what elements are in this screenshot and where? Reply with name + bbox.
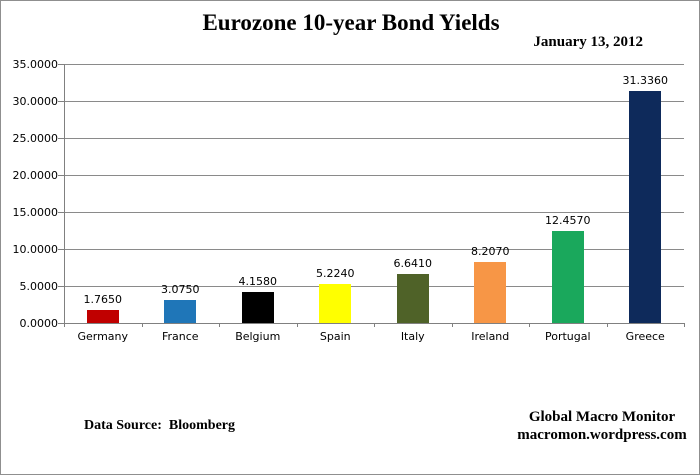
bar-value-label-portugal: 12.4570 (545, 213, 591, 227)
gridline-25 (64, 137, 684, 139)
y-tick-label-30: 30.0000 (12, 95, 59, 108)
y-tick-mark-20 (58, 174, 64, 176)
gridline-30 (64, 100, 684, 102)
y-tick-mark-30 (58, 100, 64, 102)
x-tick-mark-3 (296, 323, 298, 327)
y-tick-label-5: 5.0000 (19, 280, 59, 293)
bar-value-label-france: 3.0750 (161, 283, 200, 297)
credit-block: Global Macro Monitor macromon.wordpress.… (502, 409, 699, 444)
chart-date-label: January 13, 2012 (533, 34, 643, 50)
x-axis-category-label-spain: Spain (319, 330, 351, 343)
x-axis-category-label-greece: Greece (625, 330, 665, 343)
x-axis-category-label-germany: Germany (77, 330, 129, 343)
y-tick-mark-25 (58, 137, 64, 139)
bar-value-label-greece: 31.3360 (622, 74, 669, 88)
x-tick-mark-6 (529, 323, 530, 327)
x-tick-mark-4 (374, 323, 375, 327)
credit-site-url: macromon.wordpress.com (517, 426, 687, 443)
gridline-15 (64, 211, 684, 213)
x-tick-mark-7 (606, 323, 608, 327)
x-tick-mark-2 (219, 323, 220, 327)
bar-france (164, 300, 197, 323)
x-tick-mark-5 (451, 323, 453, 327)
y-tick-mark-0 (58, 322, 64, 324)
y-tick-label-35: 35.0000 (12, 58, 59, 71)
bar-belgium (241, 292, 274, 323)
gridline-5 (64, 285, 684, 287)
chart-title: Eurozone 10-year Bond Yields (202, 10, 500, 35)
y-axis-line (64, 64, 65, 323)
y-tick-label-10: 10.0000 (12, 243, 59, 256)
x-tick-mark-8 (684, 323, 685, 327)
x-axis-category-label-france: France (161, 330, 199, 343)
x-axis-category-label-belgium: Belgium (235, 330, 281, 343)
y-tick-mark-10 (58, 248, 64, 250)
y-tick-mark-15 (58, 211, 64, 213)
bar-ireland (474, 262, 507, 323)
gridline-35 (64, 63, 684, 65)
bar-value-label-ireland: 8.2070 (471, 245, 510, 259)
bar-germany (86, 309, 119, 323)
x-axis-category-label-italy: Italy (400, 330, 425, 343)
bar-portugal (551, 230, 584, 323)
bar-value-label-belgium: 4.1580 (238, 275, 278, 289)
y-tick-label-20: 20.0000 (12, 169, 59, 182)
bar-italy (396, 273, 429, 323)
credit-site-name: Global Macro Monitor (528, 409, 676, 425)
x-tick-mark-0 (64, 323, 65, 327)
gridline-10 (64, 248, 684, 250)
bar-spain (319, 284, 352, 323)
x-axis-category-label-ireland: Ireland (471, 330, 510, 343)
bar-value-label-spain: 5.2240 (316, 267, 355, 281)
bar-value-label-italy: 6.6410 (393, 256, 433, 270)
y-tick-mark-35 (58, 63, 64, 65)
data-source-label: Data Source: Bloomberg (84, 418, 235, 433)
bar-value-label-germany: 1.7650 (83, 292, 123, 306)
gridline-20 (64, 174, 684, 176)
y-tick-label-25: 25.0000 (12, 132, 59, 145)
y-tick-mark-5 (58, 285, 64, 287)
y-tick-label-15: 15.0000 (12, 206, 59, 219)
x-axis-category-label-portugal: Portugal (544, 330, 591, 343)
y-tick-label-0: 0.0000 (19, 317, 59, 330)
bar-greece (629, 91, 662, 323)
x-tick-mark-1 (141, 323, 143, 327)
